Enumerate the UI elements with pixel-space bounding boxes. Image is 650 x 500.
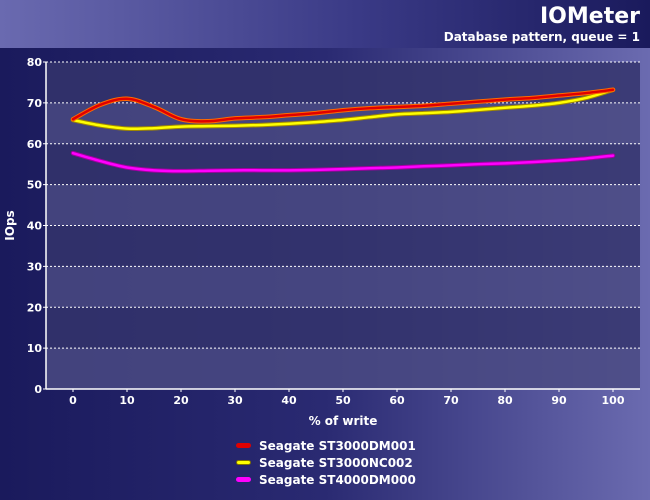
x-tick-label: 40: [281, 394, 297, 407]
x-tick-label: 100: [602, 394, 625, 407]
plot-band: [46, 348, 640, 389]
legend-label-st3000dm001: Seagate ST3000DM001: [259, 438, 416, 453]
legend-label-st3000nc002: Seagate ST3000NC002: [259, 455, 413, 470]
legend-item-st3000dm001: Seagate ST3000DM001: [236, 437, 416, 454]
y-tick-label: 0: [34, 383, 42, 396]
x-axis-label: % of write: [309, 414, 378, 428]
x-tick-label: 50: [335, 394, 351, 407]
legend-swatch-st3000dm001: [236, 443, 251, 448]
legend-swatch-st4000dm000: [236, 477, 251, 482]
series-line-seagate-st4000dm000: [71, 151, 615, 173]
y-tick-label: 30: [27, 260, 43, 273]
plot-band: [46, 266, 640, 308]
legend-item-st4000dm000: Seagate ST4000DM000: [236, 471, 416, 488]
y-tick-label: 20: [27, 301, 43, 314]
legend-swatch-st3000nc002: [236, 460, 251, 465]
x-tick-label: 10: [119, 394, 135, 407]
plot-band: [46, 307, 640, 349]
x-tick-label: 20: [173, 394, 189, 407]
plot-band: [46, 184, 640, 226]
x-tick-label: 90: [551, 394, 567, 407]
y-tick-label: 50: [27, 179, 43, 192]
chart-subtitle: Database pattern, queue = 1: [443, 30, 640, 44]
y-tick-label: 80: [27, 56, 43, 69]
x-tick-label: 80: [497, 394, 513, 407]
y-tick-label: 10: [27, 342, 43, 355]
plot-band: [46, 143, 640, 185]
chart-title: IOMeter: [540, 4, 640, 29]
x-tick-label: 30: [227, 394, 243, 407]
series-line-seagate-st3000nc002: [71, 88, 615, 131]
y-tick-label: 70: [27, 97, 43, 110]
y-axis-label: IOps: [3, 210, 17, 240]
title-banner: [0, 0, 650, 48]
legend: Seagate ST3000DM001 Seagate ST3000NC002 …: [236, 437, 416, 488]
plot-band: [46, 225, 640, 267]
x-tick-label: 70: [443, 394, 459, 407]
series-line-seagate-st3000dm001: [71, 88, 615, 123]
legend-label-st4000dm000: Seagate ST4000DM000: [259, 472, 416, 487]
x-tick-label: 0: [69, 394, 77, 407]
legend-item-st3000nc002: Seagate ST3000NC002: [236, 454, 416, 471]
x-tick-label: 60: [389, 394, 405, 407]
y-tick-label: 40: [27, 220, 43, 233]
y-tick-label: 60: [27, 138, 43, 151]
